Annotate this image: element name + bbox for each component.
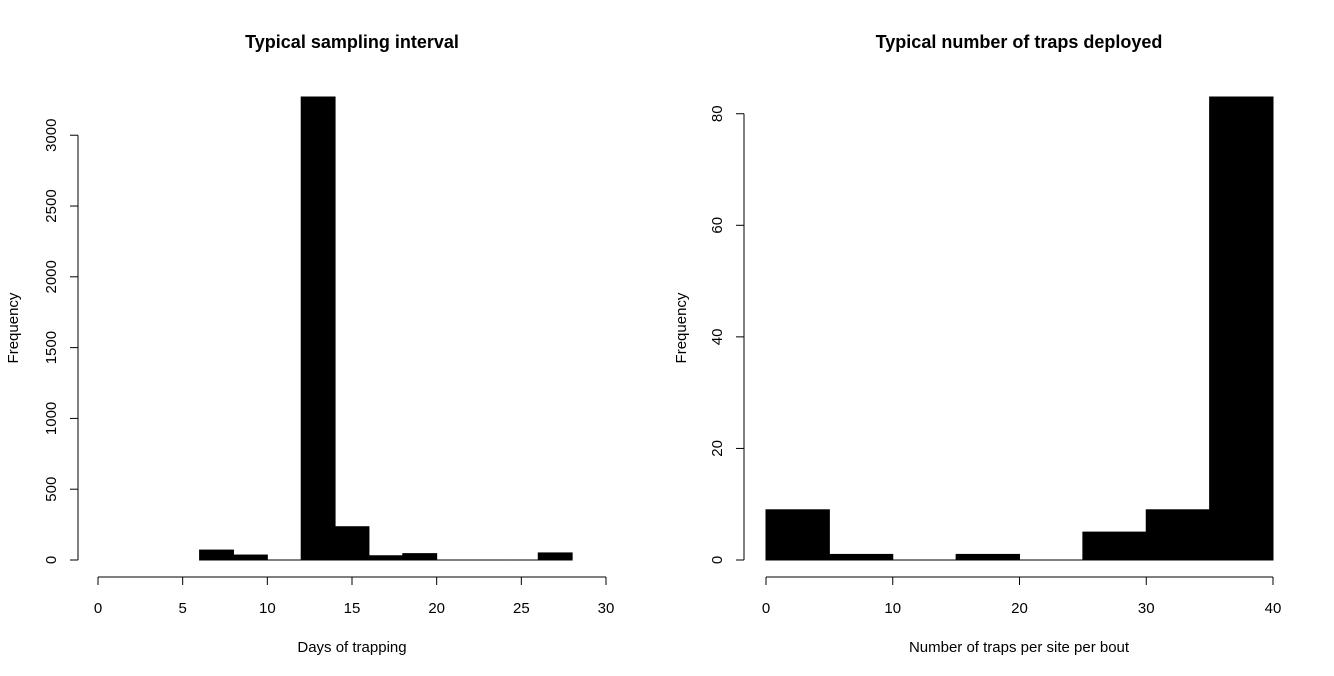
chart-left-y-tick-label-0: 0 <box>43 556 60 564</box>
chart-left-x-tick-label-6: 30 <box>598 600 615 617</box>
chart-right-bar-7 <box>1209 96 1274 561</box>
chart-right-y-tick-label-4: 80 <box>709 105 726 122</box>
chart-right-bar-6 <box>1145 509 1211 561</box>
chart-left-y-axis: 0 500 1000 1500 2000 2500 3000 <box>43 119 79 564</box>
chart-left: Typical sampling interval Days of trappi… <box>5 32 614 656</box>
chart-right-bars <box>765 96 1274 561</box>
chart-left-x-tick-label-0: 0 <box>94 600 102 617</box>
chart-left-x-tick-label-5: 25 <box>513 600 530 617</box>
chart-right-y-tick-label-3: 60 <box>709 217 726 234</box>
chart-left-x-tick-label-1: 5 <box>178 600 186 617</box>
chart-left-y-tick-label-2: 1000 <box>43 402 60 435</box>
chart-right-x-axis: 0 10 20 30 40 <box>762 576 1282 617</box>
chart-left-x-tick-label-4: 20 <box>428 600 445 617</box>
chart-right-bar-1 <box>828 553 894 561</box>
chart-left-bar-4 <box>334 526 370 561</box>
chart-right-title: Typical number of traps deployed <box>876 32 1163 52</box>
chart-right-y-tick-label-0: 0 <box>709 556 726 564</box>
chart-left-bar-3 <box>300 96 336 561</box>
chart-right-y-axis: 0 20 40 60 80 <box>709 105 745 564</box>
chart-right-x-tick-label-1: 10 <box>884 600 901 617</box>
chart-right-x-tick-label-4: 40 <box>1265 600 1282 617</box>
chart-right-x-tick-label-3: 30 <box>1138 600 1155 617</box>
chart-left-bar-6 <box>402 553 438 561</box>
chart-right: Typical number of traps deployed Number … <box>673 32 1281 656</box>
chart-left-xlabel: Days of trapping <box>297 639 406 656</box>
chart-left-y-tick-label-4: 2000 <box>43 260 60 293</box>
chart-right-x-tick-label-0: 0 <box>762 600 770 617</box>
chart-left-y-tick-label-6: 3000 <box>43 119 60 152</box>
chart-right-x-tick-label-2: 20 <box>1011 600 1028 617</box>
chart-right-y-tick-label-2: 40 <box>709 329 726 346</box>
chart-left-x-tick-label-3: 15 <box>344 600 361 617</box>
chart-right-y-tick-label-1: 20 <box>709 440 726 457</box>
chart-right-bar-3 <box>955 553 1020 561</box>
chart-left-x-axis: 0 5 10 15 20 25 30 <box>94 576 615 617</box>
chart-left-bar-10 <box>537 552 573 561</box>
chart-left-bar-0 <box>199 549 234 561</box>
chart-left-bar-5 <box>368 555 404 561</box>
chart-right-bar-5 <box>1082 531 1147 561</box>
chart-left-bar-1 <box>232 554 268 561</box>
chart-right-bar-0 <box>765 509 830 561</box>
chart-left-ylabel: Frequency <box>5 292 22 363</box>
chart-left-x-tick-label-2: 10 <box>259 600 276 617</box>
chart-left-y-tick-label-5: 2500 <box>43 189 60 222</box>
chart-right-ylabel: Frequency <box>673 292 690 363</box>
chart-left-bars <box>199 96 573 561</box>
chart-left-y-tick-label-3: 1500 <box>43 331 60 364</box>
chart-right-xlabel: Number of traps per site per bout <box>909 639 1130 656</box>
chart-left-y-tick-label-1: 500 <box>43 477 60 502</box>
chart-left-title: Typical sampling interval <box>245 32 459 52</box>
